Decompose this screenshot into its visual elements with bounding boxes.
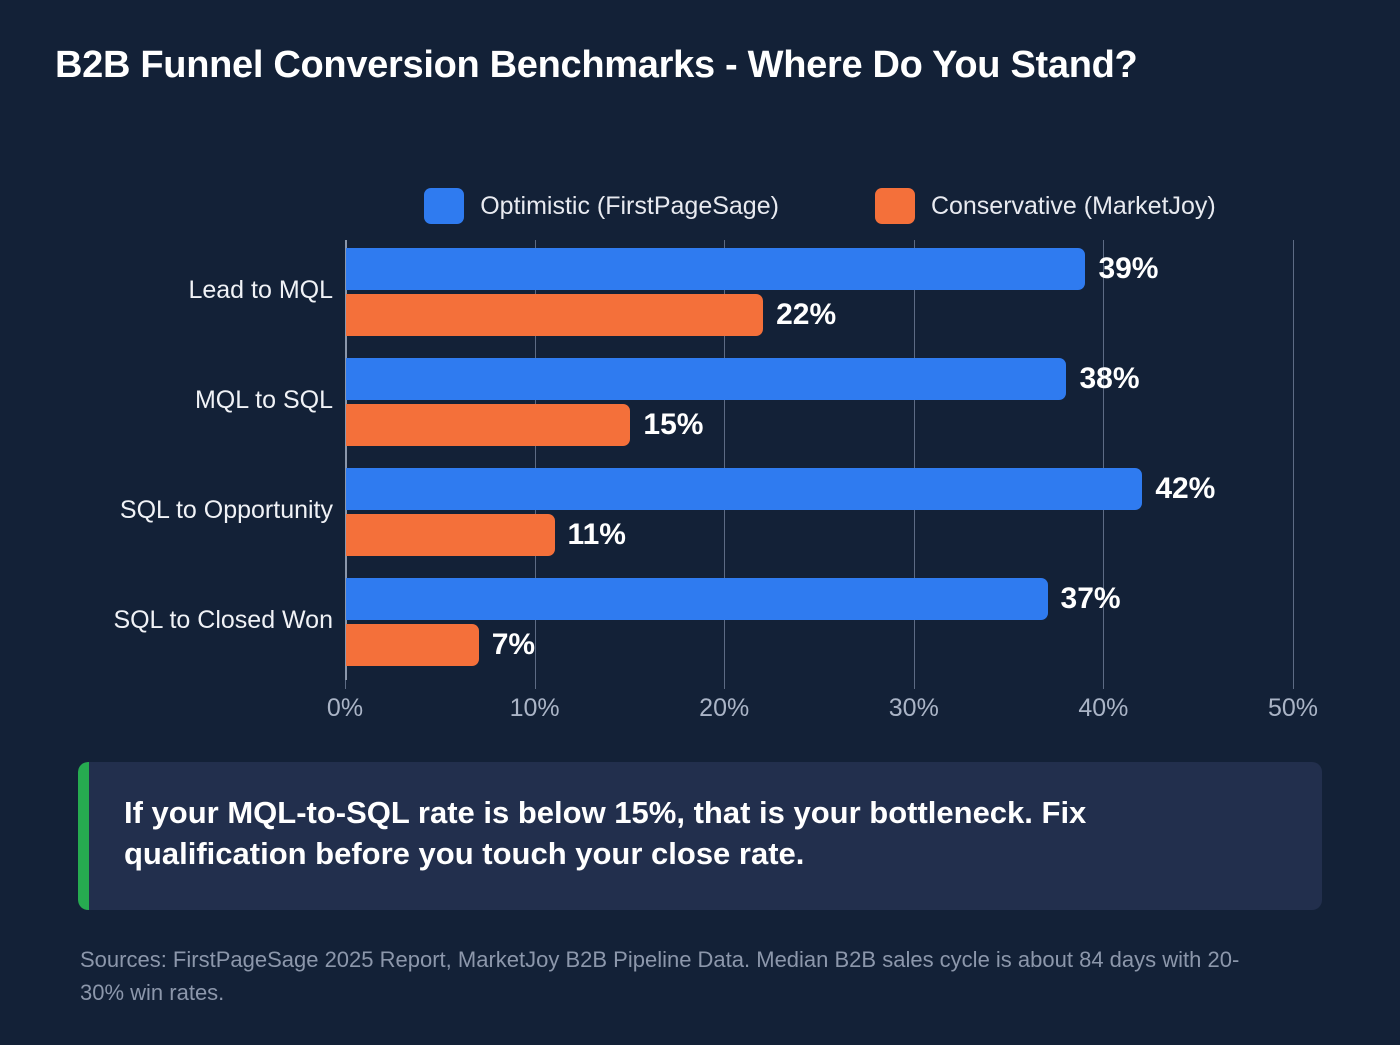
- legend-swatch-icon-conservative: [874, 188, 915, 224]
- bar-0-0: [346, 248, 1086, 290]
- legend-label-conservative: Conservative (MarketJoy): [930, 191, 1216, 220]
- bar-0-2: [346, 468, 1143, 510]
- bar-value-label: 37%: [1060, 582, 1121, 615]
- chart-legend: Optimistic (FirstPageSage) Conservative …: [345, 185, 1295, 227]
- bar-value-label: 11%: [567, 518, 626, 551]
- sources-note: Sources: FirstPageSage 2025 Report, Mark…: [80, 947, 1240, 1005]
- page-title: B2B Funnel Conversion Benchmarks - Where…: [55, 44, 1138, 86]
- insight-callout: If your MQL-to-SQL rate is below 15%, th…: [78, 762, 1322, 910]
- tick-mark-40: [1103, 680, 1105, 689]
- tick-mark-10: [534, 680, 536, 689]
- gridline-0: [345, 240, 347, 680]
- bar-value-label: 39%: [1098, 252, 1159, 285]
- tick-label-40: 40%: [1078, 694, 1129, 722]
- bar-1-2: [346, 514, 555, 556]
- legend-swatch-icon-optimistic: [424, 188, 465, 224]
- bar-0-1: [346, 358, 1067, 400]
- gridline-20: [724, 240, 726, 680]
- tick-mark-0: [345, 680, 346, 689]
- bar-value-label: 7%: [491, 628, 536, 661]
- bar-1-1: [346, 404, 631, 446]
- category-label-2: SQL to Opportunity: [119, 496, 333, 524]
- tick-label-30: 30%: [888, 694, 939, 722]
- callout-accent-bar: [78, 762, 89, 910]
- callout-text: If your MQL-to-SQL rate is below 15%, th…: [124, 795, 1087, 872]
- legend-item-optimistic: Optimistic (FirstPageSage): [424, 188, 779, 224]
- gridline-30: [913, 240, 915, 680]
- bar-value-label: 15%: [643, 408, 704, 441]
- gridline-40: [1103, 240, 1105, 680]
- bar-value-label: 38%: [1079, 362, 1140, 395]
- gridline-50: [1293, 240, 1294, 680]
- tick-label-50: 50%: [1267, 694, 1319, 722]
- tick-mark-50: [1293, 680, 1294, 689]
- category-label-0: Lead to MQL: [188, 276, 333, 304]
- bar-value-label: 42%: [1155, 472, 1216, 505]
- bar-value-label: 22%: [776, 298, 837, 331]
- bar-1-3: [346, 624, 479, 666]
- legend-item-conservative: Conservative (MarketJoy): [874, 188, 1216, 224]
- bar-chart: 39% 22% 38% 15% 42% 11% 37% 7% Lead to MQL MQL t…: [0, 240, 1400, 680]
- bar-1-0: [346, 294, 764, 336]
- category-label-1: MQL to SQL: [194, 386, 333, 414]
- legend-label-optimistic: Optimistic (FirstPageSage): [480, 191, 779, 220]
- tick-mark-20: [724, 680, 726, 689]
- gridline-10: [534, 240, 536, 680]
- tick-label-20: 20%: [699, 694, 750, 722]
- category-label-3: SQL to Closed Won: [113, 606, 333, 634]
- bar-0-3: [346, 578, 1048, 620]
- tick-label-10: 10%: [509, 694, 560, 722]
- tick-label-0: 0%: [326, 694, 364, 722]
- plot-area: 39% 22% 38% 15% 42% 11% 37% 7%: [345, 240, 1294, 680]
- value-axis: 0% 10% 20% 30% 40% 50%: [327, 680, 1318, 722]
- tick-mark-30: [913, 680, 915, 689]
